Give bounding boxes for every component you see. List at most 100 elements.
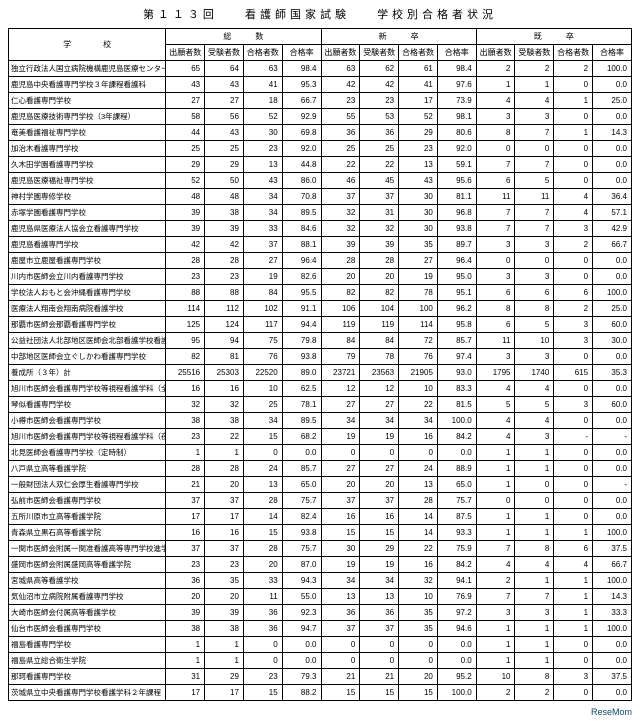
cell-value: 84.6 <box>282 221 321 237</box>
cell-school: 仁心看護専門学校 <box>9 93 166 109</box>
cell-value: 30 <box>321 541 360 557</box>
cell-value: 25.0 <box>593 93 632 109</box>
cell-value: 42 <box>205 237 244 253</box>
cell-value: 1 <box>166 653 205 669</box>
cell-school: 一関市医師会附属一関准看護高等専門学校進学科（２年） <box>9 541 166 557</box>
cell-school: 小樽市医師会看護専門学校 <box>9 413 166 429</box>
cell-value: 25516 <box>166 365 205 381</box>
cell-value: 23 <box>205 269 244 285</box>
cell-value: 2 <box>476 685 515 701</box>
cell-value: 15 <box>399 685 438 701</box>
cell-value: 94.1 <box>437 573 476 589</box>
cell-school: 一般財団法人双仁会厚生看護専門学校 <box>9 477 166 493</box>
cell-value: 0.0 <box>593 77 632 93</box>
cell-value: 32 <box>166 397 205 413</box>
cell-value: 4 <box>476 381 515 397</box>
cell-value: 1 <box>554 621 593 637</box>
cell-value: 3 <box>554 317 593 333</box>
cell-value: 33 <box>243 221 282 237</box>
cell-value: 96.2 <box>437 301 476 317</box>
cell-value: 0 <box>554 637 593 653</box>
cell-value: 1 <box>205 653 244 669</box>
cell-value: 20 <box>166 589 205 605</box>
cell-value: 39 <box>360 237 399 253</box>
cell-value: 62 <box>360 61 399 77</box>
cell-value: 100 <box>399 301 438 317</box>
cell-value: 27 <box>321 397 360 413</box>
cell-value: 31 <box>360 205 399 221</box>
cell-value: 41 <box>243 77 282 93</box>
cell-value: 3 <box>476 109 515 125</box>
cell-value: 0.0 <box>593 637 632 653</box>
cell-value: 6 <box>554 541 593 557</box>
cell-value: 20 <box>360 477 399 493</box>
cell-value: 95.8 <box>437 317 476 333</box>
cell-value: 92.3 <box>282 605 321 621</box>
cell-value: 80.6 <box>437 125 476 141</box>
cell-value: 22 <box>399 541 438 557</box>
cell-value: 23 <box>399 141 438 157</box>
table-row: 旭川市医師会看護専門学校等視程看護学科（全日制）16161062.5121210… <box>9 381 632 397</box>
cell-value: 0.0 <box>593 381 632 397</box>
cell-value: 0.0 <box>282 637 321 653</box>
cell-value: 15 <box>321 525 360 541</box>
table-row: 仙台市医師会看護専門学校38383694.737373594.6111100.0 <box>9 621 632 637</box>
cell-value: 19 <box>321 429 360 445</box>
cell-value: 0 <box>554 509 593 525</box>
table-row: 鹿児島中央看護専門学校３年課程看護科43434195.342424197.611… <box>9 77 632 93</box>
cell-value: 30.0 <box>593 333 632 349</box>
cell-value: 29 <box>166 157 205 173</box>
cell-value: 5 <box>515 317 554 333</box>
cell-value: 98.1 <box>437 109 476 125</box>
cell-value: 4 <box>515 557 554 573</box>
cell-value: 1 <box>515 525 554 541</box>
cell-value: 43 <box>399 173 438 189</box>
cell-value: 36 <box>321 605 360 621</box>
cell-value: 2 <box>554 61 593 77</box>
cell-value: 28 <box>205 461 244 477</box>
cell-value: 88.9 <box>437 461 476 477</box>
cell-value: 0 <box>554 445 593 461</box>
cell-value: 61 <box>399 61 438 77</box>
cell-value: 0.0 <box>593 141 632 157</box>
cell-value: 1 <box>205 637 244 653</box>
cell-value: 7 <box>515 157 554 173</box>
cell-school: 気仙沼市立病院附属看護専門学校 <box>9 589 166 605</box>
cell-value: 28 <box>360 253 399 269</box>
cell-value: 39 <box>166 221 205 237</box>
cell-school: 鹿児島看護専門学校 <box>9 237 166 253</box>
cell-value: 21 <box>321 669 360 685</box>
cell-value: 23 <box>166 269 205 285</box>
cell-value: 68.2 <box>282 429 321 445</box>
cell-value: 20 <box>321 269 360 285</box>
cell-value: 2 <box>476 61 515 77</box>
cell-value: 30 <box>399 205 438 221</box>
cell-value: 27 <box>205 93 244 109</box>
cell-value: 97.2 <box>437 605 476 621</box>
cell-value: 15 <box>360 685 399 701</box>
cell-value: 36 <box>360 125 399 141</box>
cell-value: 0 <box>476 493 515 509</box>
cell-value: 12 <box>321 381 360 397</box>
cell-value: 0.0 <box>593 349 632 365</box>
cell-value: 38 <box>166 621 205 637</box>
cell-value: 3 <box>476 605 515 621</box>
cell-value: 73.9 <box>437 93 476 109</box>
cell-value: 82 <box>166 349 205 365</box>
table-row: 仁心看護専門学校27271866.723231773.944125.0 <box>9 93 632 109</box>
col-group-total: 総 数 <box>166 29 321 45</box>
cell-value: 35 <box>399 605 438 621</box>
cell-value: 1 <box>476 477 515 493</box>
table-body: 独立行政法人国立病院機構鹿児島医療センター附属鹿児島看護学校65646398.4… <box>9 61 632 701</box>
cell-value: 25 <box>360 141 399 157</box>
table-row: 鹿児島看護専門学校42423788.139393589.733266.7 <box>9 237 632 253</box>
cell-value: 36.4 <box>593 189 632 205</box>
cell-value: 76.9 <box>437 589 476 605</box>
cell-value: 4 <box>515 413 554 429</box>
cell-value: 34 <box>360 573 399 589</box>
cell-value: 13 <box>399 157 438 173</box>
cell-value: 21905 <box>399 365 438 381</box>
table-row: 川内市医師会立川内看護専門学校23231982.620201995.03300.… <box>9 269 632 285</box>
cell-value: 15 <box>321 685 360 701</box>
cell-value: 1 <box>515 637 554 653</box>
